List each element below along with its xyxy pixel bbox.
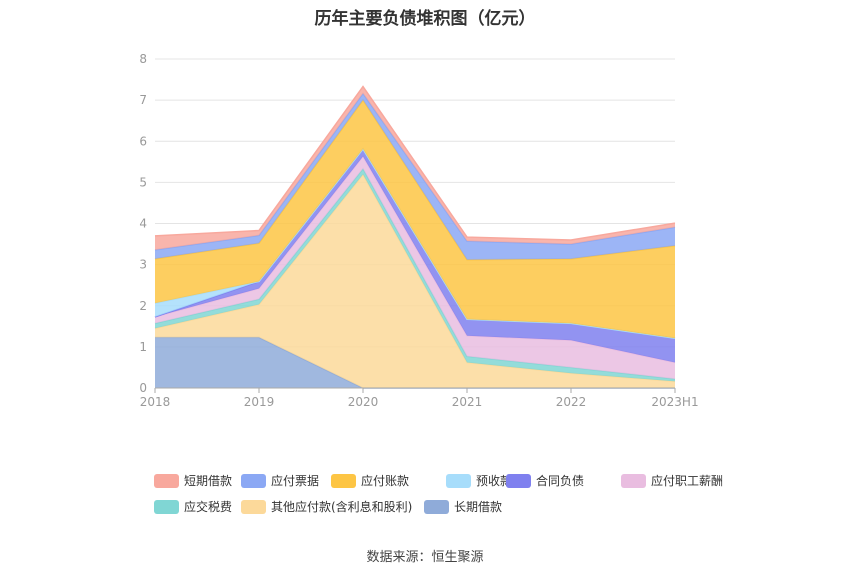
axes: 0 1 2 3 4 5 6 7 8 2018 2019 2020 2021 2022 2023H1 [139, 52, 698, 409]
area-series-其他应付款(含利息和股利) [155, 174, 675, 388]
legend-swatch [154, 499, 179, 514]
legend-label: 应付职工薪酬 [651, 474, 724, 488]
legend-label: 其他应付款(含利息和股利) [271, 500, 413, 514]
x-tick-label: 2021 [452, 395, 483, 409]
legend-item[interactable]: 短期借款 [154, 472, 232, 489]
area-series [154, 85, 676, 389]
x-tick-label: 2019 [244, 395, 275, 409]
area-series-应付职工薪酬 [155, 156, 675, 379]
legend-swatch [621, 473, 646, 488]
x-tick-label: 2020 [348, 395, 379, 409]
area-series-应付账款 [155, 100, 675, 339]
legend-label: 合同负债 [536, 474, 585, 488]
legend-item[interactable]: 应付票据 [241, 472, 319, 489]
legend-swatch [241, 499, 266, 514]
y-tick-label: 1 [139, 340, 147, 354]
legend-item[interactable]: 长期借款 [424, 498, 502, 515]
legend-item[interactable]: 应付账款 [331, 472, 409, 489]
area-series-合同负债 [155, 149, 675, 363]
legend-label: 应付票据 [271, 474, 320, 488]
y-tick-label: 5 [139, 175, 147, 189]
y-tick-label: 6 [139, 134, 147, 148]
legend-swatch [424, 499, 449, 514]
y-tick-label: 7 [139, 93, 147, 107]
y-tick-label: 0 [139, 381, 147, 395]
x-tick-label: 2022 [556, 395, 587, 409]
legend-label: 应付账款 [361, 474, 410, 488]
y-tick-label: 8 [139, 52, 147, 66]
y-tick-label: 4 [139, 217, 147, 231]
legend-swatch [331, 473, 356, 488]
x-tick-label: 2023H1 [651, 395, 698, 409]
chart-title: 历年主要负债堆积图（亿元） [314, 9, 536, 29]
legend-swatch [446, 473, 471, 488]
area-series-line [154, 167, 676, 380]
y-tick-label: 2 [139, 299, 147, 313]
area-series-应付票据 [155, 93, 675, 260]
legend-swatch [154, 473, 179, 488]
legend-item[interactable]: 其他应付款(含利息和股利) [241, 498, 412, 515]
legend-item[interactable]: 应付职工薪酬 [621, 472, 723, 489]
legend-swatch [241, 473, 266, 488]
x-tick-label: 2018 [140, 395, 171, 409]
y-tick-label: 3 [139, 258, 147, 272]
area-series-line [154, 85, 676, 241]
legend-swatch [506, 473, 531, 488]
legend-item[interactable]: 应交税费 [154, 498, 232, 515]
legend-label: 应交税费 [184, 500, 233, 514]
legend-label: 短期借款 [184, 474, 233, 488]
legend-item[interactable]: 合同负债 [506, 472, 584, 489]
source-note: 数据来源：恒生聚源 [366, 550, 484, 565]
legend-label: 长期借款 [454, 500, 503, 514]
